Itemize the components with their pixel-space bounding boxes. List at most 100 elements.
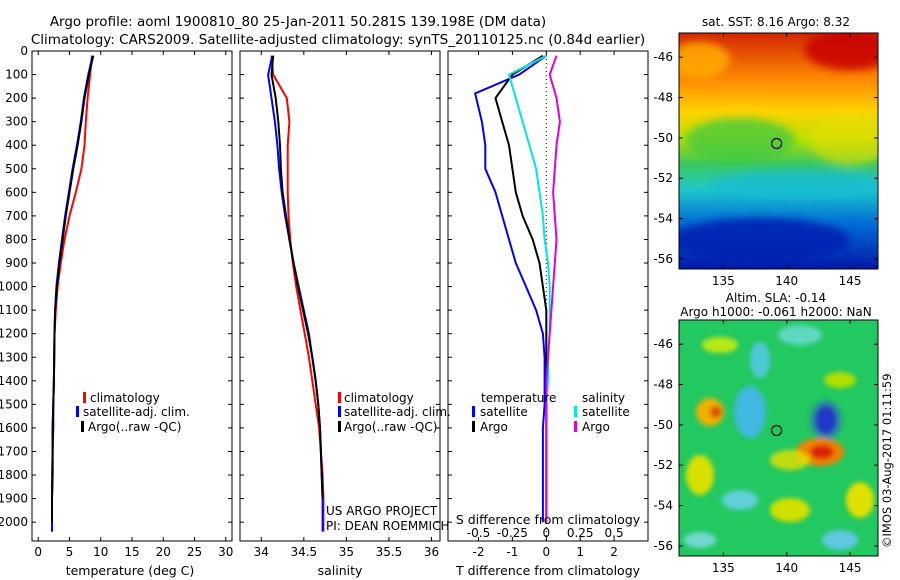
- map-y-tick-label: -52: [653, 458, 673, 472]
- map-y-tick-label: -50: [653, 131, 673, 145]
- x-tick-label: -2: [473, 545, 485, 559]
- salinity-plot: 34 34.5 35 35.5 36: [240, 50, 440, 559]
- series-line-blue: [267, 55, 324, 532]
- map-x-tick-label: 135: [712, 274, 735, 288]
- legend-label-climatology: climatology: [344, 391, 414, 405]
- temperature-xlabel: temperature (deg C): [66, 563, 195, 578]
- sla-yellow-2: [824, 372, 856, 388]
- sla-yellow-5: [770, 498, 810, 522]
- legend-label-s-satellite: satellite: [582, 405, 630, 419]
- series-line-black: [51, 55, 95, 523]
- sla-map-subtitle: Argo h1000: -0.061 h2000: NaN: [680, 305, 872, 319]
- sla-cyan-2: [750, 342, 770, 378]
- sst-map-frame: [678, 32, 879, 270]
- difference-legend: temperature salinity satellite Argo sate…: [472, 391, 630, 434]
- sla-cyan-5: [822, 530, 858, 550]
- difference-secondary-xlabel: S difference from climatology: [456, 512, 641, 527]
- map-y-tick-label: -46: [653, 337, 673, 351]
- map-x-tick-label: 140: [775, 561, 798, 575]
- project-annotation-line1: US ARGO PROJECT: [326, 504, 438, 518]
- sla-field: [679, 320, 878, 556]
- x-tick-label: 2: [610, 545, 618, 559]
- sla-yellow-4: [686, 455, 714, 495]
- map-y-tick-label: -54: [653, 499, 673, 513]
- legend-label-satellite: satellite-adj. clim.: [344, 405, 451, 419]
- y-tick-label: 1900: [0, 492, 28, 506]
- y-tick-label: 1000: [0, 280, 28, 294]
- sla-cyan-3: [722, 490, 758, 510]
- map-y-tick-label: -52: [653, 171, 673, 185]
- sst-cyan-band: [710, 169, 878, 201]
- map-x-tick-label: 145: [839, 274, 862, 288]
- map-y-tick-label: -46: [653, 50, 673, 64]
- map-x-tick-label: 145: [839, 561, 862, 575]
- y-tick-label: 1400: [0, 374, 28, 388]
- y-tick-label: 100: [5, 68, 28, 82]
- sla-yellow-1: [702, 337, 738, 353]
- series-line-black: [270, 55, 324, 499]
- temperature-plot: 0100200300400500600700800900100011001200…: [0, 44, 233, 559]
- y-tick-label: 500: [5, 162, 28, 176]
- legend-label-t-satellite: satellite: [480, 405, 528, 419]
- sst-cold-pool: [679, 218, 850, 262]
- difference-xlabel: T difference from climatology: [455, 563, 641, 578]
- y-tick-label: 2000: [0, 515, 28, 529]
- series-line-black: [494, 54, 548, 523]
- legend-swatch-satellite: [76, 406, 79, 417]
- imos-timestamp: ©IMOS 03-Aug-2017 01:11:59: [880, 373, 894, 548]
- x-tick-label: 0: [34, 545, 42, 559]
- y-tick-label: 600: [5, 185, 28, 199]
- sla-yellow-3: [770, 450, 810, 470]
- sla-blue-1: [734, 386, 766, 438]
- x-tick-label: 15: [124, 545, 139, 559]
- secondary-x-tick-label: 0.25: [567, 526, 594, 540]
- x-tick-label: 0: [542, 545, 550, 559]
- map-y-tick-label: -56: [653, 539, 673, 553]
- sla-cyan-1: [778, 325, 822, 345]
- x-tick-label: 35.5: [376, 545, 403, 559]
- map-x-tick-label: 140: [775, 274, 798, 288]
- x-tick-label: 35: [339, 545, 354, 559]
- x-tick-label: 34: [254, 545, 269, 559]
- sla-red-2: [810, 445, 834, 459]
- x-tick-label: 36: [424, 545, 439, 559]
- salinity-legend: climatology satellite-adj. clim. Argo(..…: [338, 391, 451, 434]
- series-line-blue: [51, 55, 94, 532]
- sla-red-core: [710, 406, 722, 418]
- x-tick-label: 25: [187, 545, 202, 559]
- y-tick-label: 1100: [0, 303, 28, 317]
- y-tick-label: 200: [5, 91, 28, 105]
- x-tick-label: 1: [576, 545, 584, 559]
- legend-header-salinity: salinity: [582, 391, 625, 405]
- map-y-tick-label: -56: [653, 252, 673, 266]
- legend-label-argo: Argo(..raw -QC): [88, 420, 181, 434]
- difference-plot-frame: [447, 50, 649, 542]
- map-y-tick-label: -54: [653, 212, 673, 226]
- y-tick-label: 1700: [0, 444, 28, 458]
- y-tick-label: 900: [5, 256, 28, 270]
- legend-label-t-argo: Argo: [480, 420, 508, 434]
- series-line-magenta: [545, 55, 561, 523]
- sla-map-axes: 135 140 145 -46 -48 -50 -52 -54 -56: [653, 320, 878, 575]
- y-tick-label: 1500: [0, 397, 28, 411]
- sla-argo-position-marker: [770, 424, 783, 437]
- difference-plot: -2 -1 0 1 2 -0.5 -0.25 0 0.25 0.5: [448, 50, 648, 559]
- legend-swatch-argo: [81, 421, 84, 432]
- legend-swatch-climatology: [338, 392, 341, 403]
- legend-swatch-s-satellite: [574, 406, 577, 417]
- legend-label-s-argo: Argo: [582, 420, 610, 434]
- series-line-red: [51, 55, 93, 532]
- legend-label-argo: Argo(..raw -QC): [344, 420, 437, 434]
- sst-argo-position-marker: [770, 137, 783, 150]
- x-tick-label: 10: [93, 545, 108, 559]
- legend-swatch-s-argo: [574, 421, 577, 432]
- legend-swatch-satellite: [338, 406, 341, 417]
- figure-title-line1: Argo profile: aoml 1900810_80 25-Jan-201…: [50, 14, 546, 30]
- sst-map-axes: 135 140 145 -46 -48 -50 -52 -54 -56: [653, 33, 878, 288]
- sst-warm-patch: [679, 42, 730, 78]
- legend-swatch-climatology: [83, 392, 86, 403]
- sla-cyan-4: [684, 532, 716, 548]
- sla-blue-halo: [810, 400, 842, 440]
- sst-map-title: sat. SST: 8.16 Argo: 8.32: [702, 15, 850, 29]
- project-annotation-line2: PI: DEAN ROEMMICH: [326, 519, 449, 533]
